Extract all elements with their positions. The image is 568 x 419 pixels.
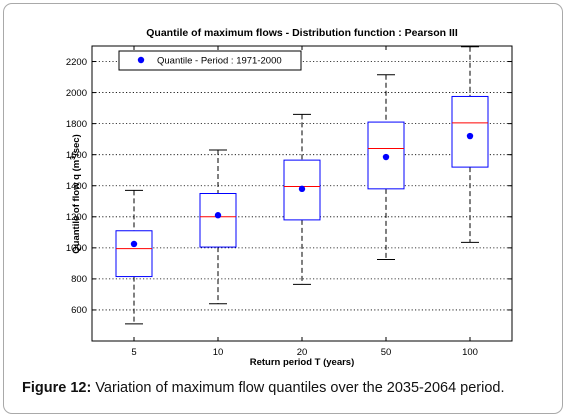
- box-iqr: [451, 95, 489, 168]
- y-axis-label-end: /sec): [71, 134, 82, 156]
- quantile-point: [466, 132, 474, 140]
- legend: Quantile - Period : 1971-2000: [118, 50, 302, 71]
- box-iqr: [115, 230, 153, 278]
- x-tick-label: 20: [297, 347, 308, 358]
- x-tick-label: 100: [462, 347, 478, 358]
- box-5: [115, 189, 153, 325]
- box-iqr: [367, 121, 405, 190]
- x-tick-label: 5: [131, 347, 136, 358]
- box-series: [115, 46, 489, 325]
- y-tick-label: 600: [71, 305, 87, 316]
- legend-box: [118, 50, 302, 71]
- x-axis-label: Return period T (years): [250, 357, 355, 368]
- y-tick-label: 1400: [66, 181, 87, 192]
- y-axis-label: Quantile of flow q (m3/sec): [70, 134, 82, 254]
- figure-caption: Figure 12: Variation of maximum flow qua…: [22, 380, 562, 396]
- box-20: [283, 113, 321, 285]
- chart-title: Quantile of maximum flows - Distribution…: [146, 27, 458, 39]
- box-100: [451, 46, 489, 243]
- quantile-point: [298, 185, 306, 193]
- quantile-point: [382, 153, 390, 161]
- box-50: [367, 74, 405, 260]
- y-tick-label: 1200: [66, 212, 87, 223]
- x-tick-label: 10: [213, 347, 224, 358]
- caption-label: Figure 12:: [22, 380, 92, 396]
- box-10: [199, 149, 237, 305]
- legend-entry: Quantile - Period : 1971-2000: [157, 56, 282, 67]
- quantile-point: [130, 240, 138, 248]
- y-tick-label: 800: [71, 274, 87, 285]
- quantile-point: [214, 212, 222, 219]
- caption-text: Variation of maximum flow quantiles over…: [91, 380, 505, 396]
- y-axis-label-base: Quantile of flow q (m: [71, 160, 82, 254]
- y-tick-label: 1600: [66, 150, 87, 161]
- y-axis-ticks: 600 800 1000 1200 1400 1600 1800 2000 2200: [66, 57, 512, 316]
- y-tick-label: 1000: [66, 243, 87, 254]
- y-axis-label-superscript: 3: [70, 156, 77, 160]
- legend-marker: [137, 56, 145, 64]
- y-tick-label: 2000: [66, 88, 87, 99]
- x-tick-label: 50: [381, 347, 392, 358]
- y-tick-label: 1800: [66, 119, 87, 130]
- y-tick-label: 2200: [66, 57, 87, 68]
- box-iqr: [199, 193, 237, 248]
- x-axis-ticks: 5 10 20 50 100: [131, 46, 478, 358]
